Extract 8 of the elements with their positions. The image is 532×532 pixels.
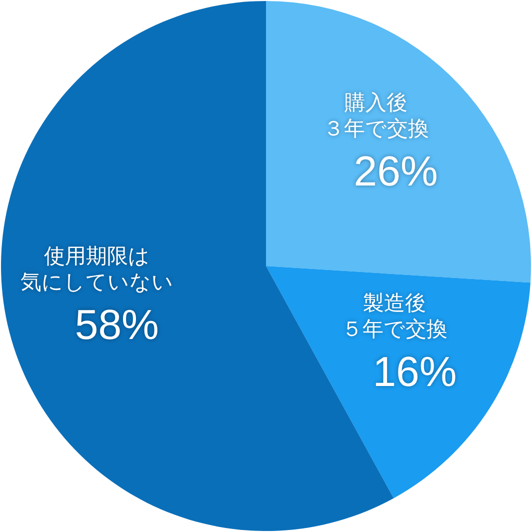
slice-label: 使用期限は気にしていない — [20, 244, 174, 294]
slice-label: 購入後３年で交換 — [322, 90, 429, 141]
data-label: 58% — [74, 300, 159, 348]
data-label: 16% — [372, 348, 457, 396]
data-label: 26% — [354, 148, 438, 195]
slice-label: 製造後５年で交換 — [342, 291, 448, 342]
pie-slice — [266, 266, 530, 498]
pie-slice — [266, 1, 530, 283]
